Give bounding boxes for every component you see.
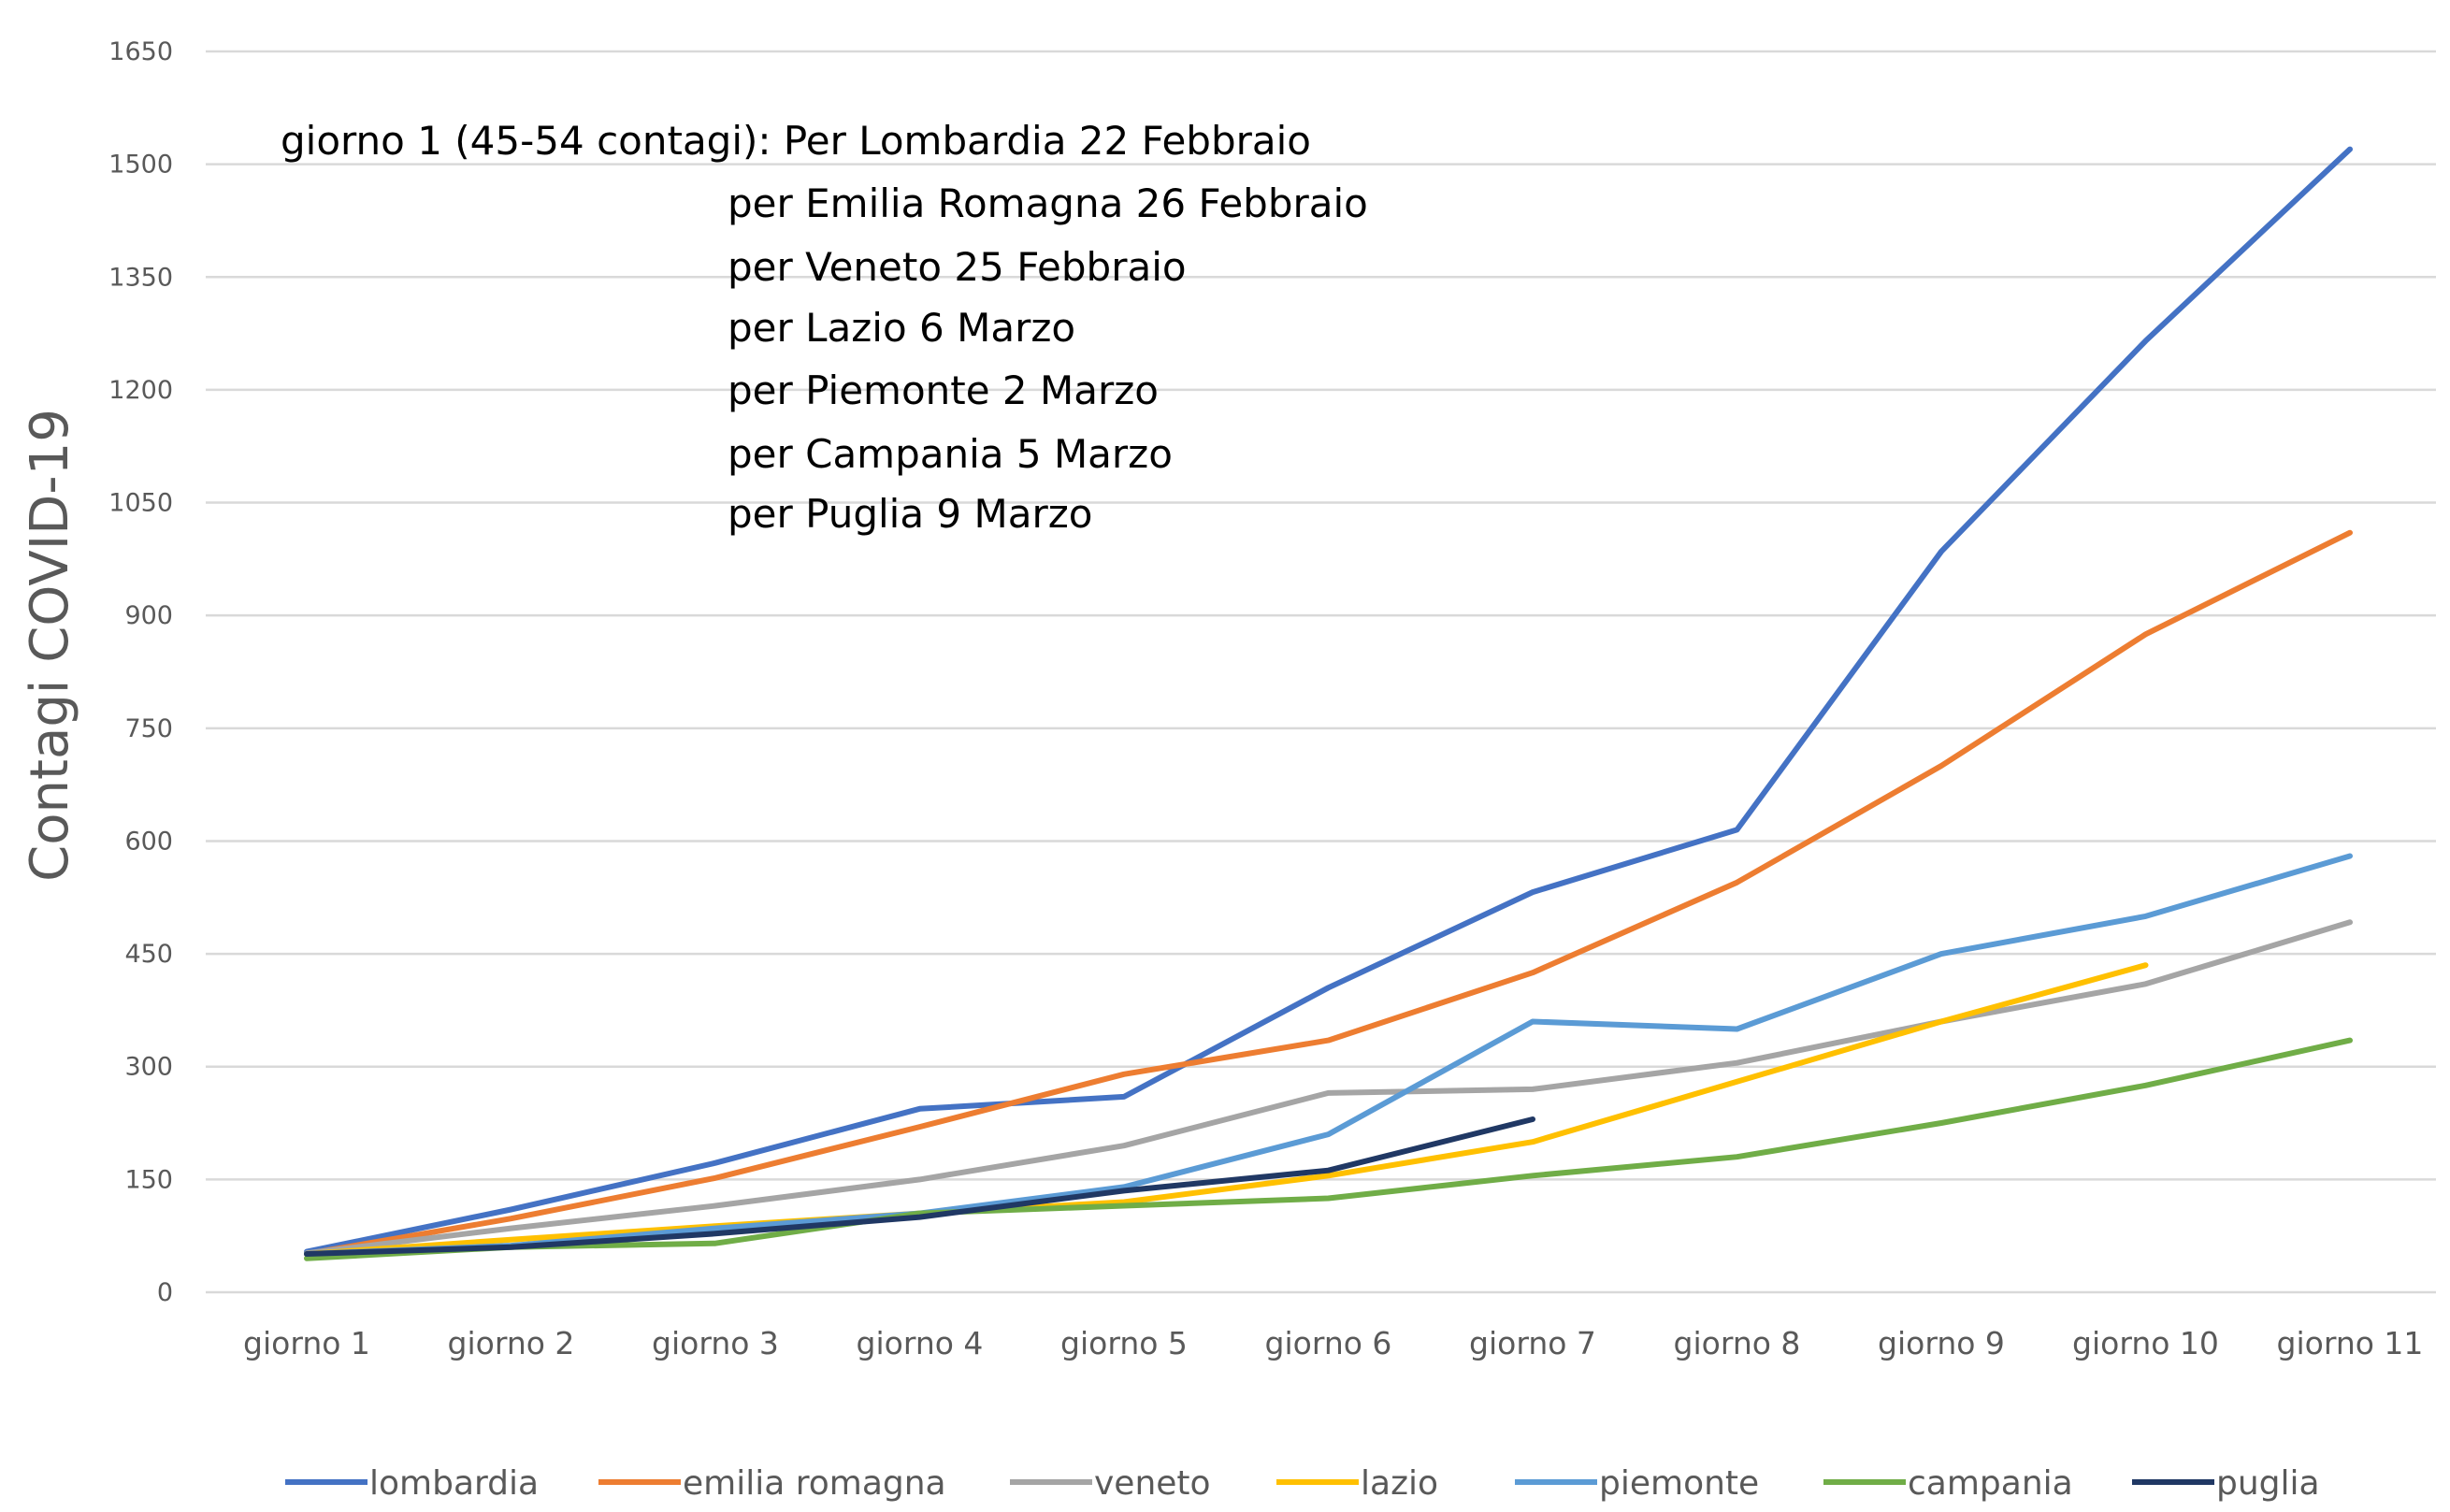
x-tick-label: giorno 1 — [243, 1325, 370, 1361]
y-tick-label: 450 — [124, 940, 173, 969]
legend-label: lazio — [1361, 1464, 1438, 1503]
annotation-line: per Lazio 6 Marzo — [728, 305, 1075, 351]
series-line-puglia — [304, 1116, 1535, 1257]
x-tick-label: giorno 4 — [857, 1325, 984, 1361]
x-axis-ticks: giorno 1 giorno 2 giorno 3 giorno 4 giorno 5… — [243, 1325, 2423, 1361]
legend-label: emilia romagna — [683, 1464, 946, 1503]
annotation-line: per Piemonte 2 Marzo — [728, 367, 1159, 413]
y-tick-label: 900 — [124, 601, 173, 630]
x-tick-label: giorno 9 — [1878, 1325, 2005, 1361]
annotation-line: per Puglia 9 Marzo — [728, 491, 1092, 537]
annotation-line: per Campania 5 Marzo — [728, 431, 1173, 477]
x-tick-label: giorno 7 — [1469, 1325, 1596, 1361]
x-tick-label: giorno 8 — [1674, 1325, 1801, 1361]
y-tick-label: 150 — [124, 1165, 173, 1194]
series-lines — [304, 146, 2353, 1261]
y-tick-label: 1650 — [108, 37, 173, 66]
y-axis-ticks: 0 150 300 450 600 750 900 1050 1200 1350 1500 1650 — [108, 37, 173, 1307]
x-tick-label: giorno 2 — [448, 1325, 575, 1361]
legend-label: veneto — [1094, 1464, 1211, 1503]
legend: lombardia emilia romagna veneto lazio piemon… — [285, 1464, 2320, 1503]
y-tick-label: 600 — [124, 827, 173, 856]
annotation-line: per Emilia Romagna 26 Febbraio — [728, 180, 1368, 226]
x-tick-label: giorno 6 — [1265, 1325, 1392, 1361]
x-tick-label: giorno 11 — [2277, 1325, 2424, 1361]
series-line-veneto — [304, 919, 2353, 1257]
series-line-piemonte — [304, 853, 2353, 1257]
x-tick-label: giorno 10 — [2072, 1325, 2219, 1361]
y-tick-label: 750 — [124, 714, 173, 743]
legend-label: piemonte — [1599, 1464, 1759, 1503]
annotation-note: giorno 1 (45-54 contagi): Per Lombardia … — [281, 118, 1368, 537]
series-line-lazio — [304, 962, 2149, 1257]
y-tick-label: 1050 — [108, 489, 173, 518]
legend-label: campania — [1908, 1464, 2073, 1503]
series-line-lombardia — [304, 146, 2353, 1255]
y-tick-label: 1200 — [108, 376, 173, 405]
y-tick-label: 1350 — [108, 263, 173, 292]
y-tick-label: 1500 — [108, 151, 173, 180]
series-line-campania — [304, 1037, 2353, 1261]
annotation-line: per Veneto 25 Febbraio — [728, 244, 1187, 290]
legend-label: puglia — [2216, 1464, 2320, 1503]
x-tick-label: giorno 3 — [652, 1325, 779, 1361]
legend-label: lombardia — [369, 1464, 539, 1503]
y-tick-label: 0 — [157, 1278, 173, 1307]
x-tick-label: giorno 5 — [1060, 1325, 1188, 1361]
series-line-emilia-romagna — [304, 529, 2353, 1257]
y-tick-label: 300 — [124, 1053, 173, 1082]
gridlines — [206, 50, 2436, 1294]
annotation-line: giorno 1 (45-54 contagi): Per Lombardia … — [281, 118, 1311, 164]
y-axis-label: Contagi COVID-19 — [20, 409, 80, 882]
